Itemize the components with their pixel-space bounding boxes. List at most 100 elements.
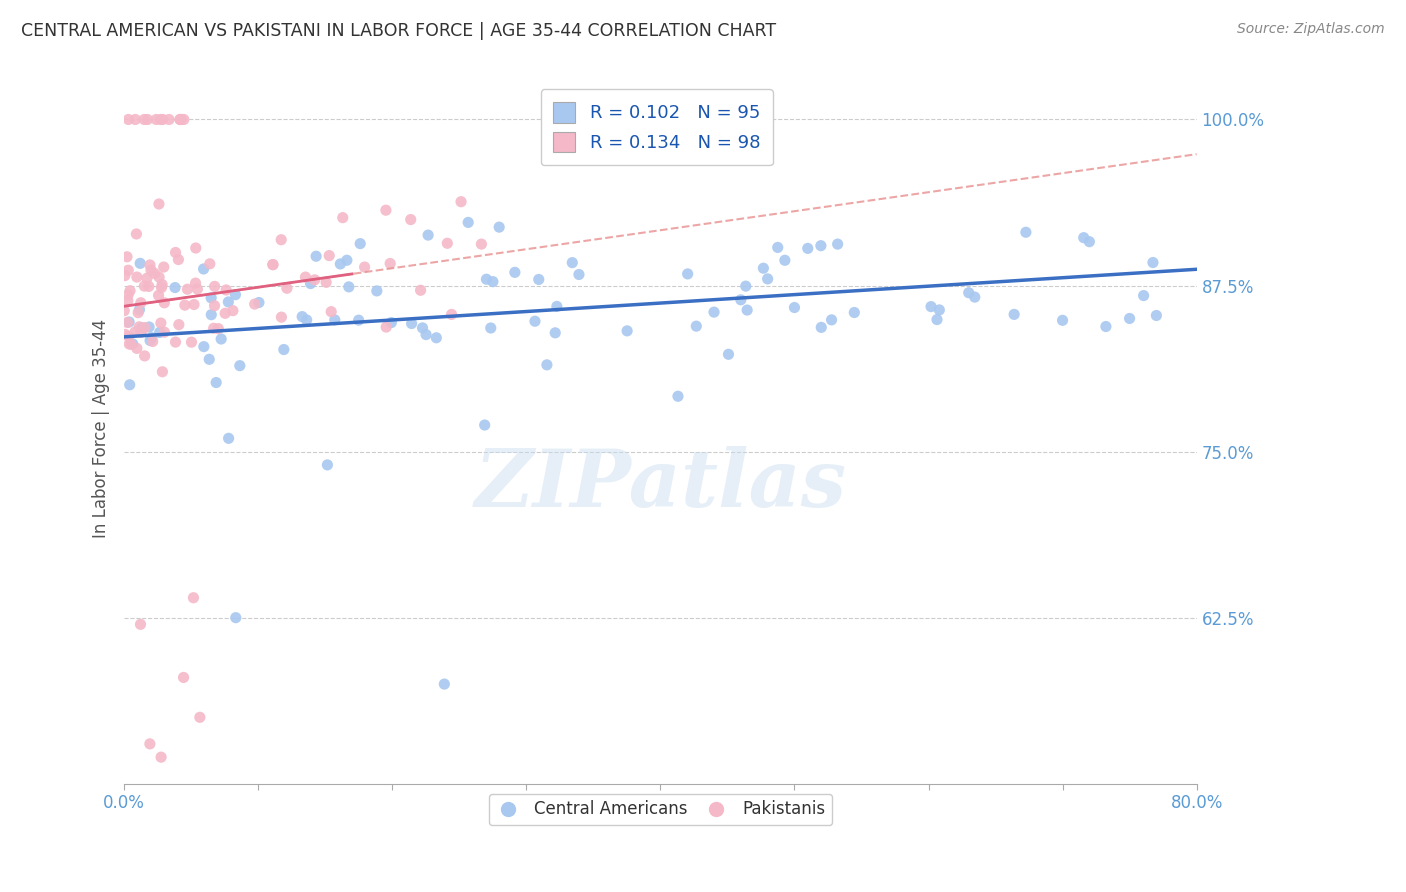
Point	[1052, 313, 1074, 327]
Point	[134, 112, 156, 127]
Point	[186, 282, 208, 296]
Point	[827, 237, 849, 252]
Point	[734, 279, 756, 293]
Text: Source: ZipAtlas.com: Source: ZipAtlas.com	[1237, 22, 1385, 37]
Point	[209, 332, 232, 346]
Point	[730, 293, 752, 307]
Point	[353, 260, 375, 274]
Point	[188, 710, 211, 724]
Point	[157, 112, 180, 127]
Point	[703, 305, 725, 319]
Point	[436, 236, 458, 251]
Point	[315, 275, 337, 289]
Point	[117, 263, 139, 277]
Point	[152, 112, 174, 127]
Point	[735, 303, 758, 318]
Point	[173, 670, 195, 684]
Point	[148, 270, 170, 285]
Point	[229, 359, 252, 373]
Point	[204, 279, 226, 293]
Point	[470, 237, 492, 252]
Point	[243, 297, 266, 311]
Point	[1073, 230, 1095, 244]
Point	[409, 283, 432, 297]
Point	[214, 306, 236, 320]
Point	[114, 327, 136, 342]
Point	[176, 282, 198, 296]
Point	[810, 320, 832, 334]
Point	[170, 112, 193, 127]
Point	[756, 272, 779, 286]
Point	[568, 268, 591, 282]
Point	[536, 358, 558, 372]
Point	[1002, 307, 1025, 321]
Point	[139, 737, 162, 751]
Point	[148, 197, 170, 211]
Point	[117, 316, 139, 330]
Point	[366, 284, 388, 298]
Point	[295, 313, 318, 327]
Point	[1132, 288, 1154, 302]
Point	[115, 250, 138, 264]
Point	[247, 295, 270, 310]
Point	[127, 306, 149, 320]
Point	[222, 303, 245, 318]
Point	[773, 253, 796, 268]
Point	[766, 240, 789, 254]
Y-axis label: In Labor Force | Age 35-44: In Labor Force | Age 35-44	[93, 318, 110, 538]
Point	[128, 302, 150, 317]
Point	[134, 320, 156, 334]
Point	[169, 112, 191, 127]
Point	[1095, 319, 1118, 334]
Point	[118, 377, 141, 392]
Point	[215, 283, 238, 297]
Point	[112, 303, 135, 318]
Point	[380, 316, 402, 330]
Point	[347, 313, 370, 327]
Point	[318, 249, 340, 263]
Point	[118, 284, 141, 298]
Point	[150, 280, 173, 294]
Point	[474, 417, 496, 432]
Point	[150, 277, 173, 292]
Point	[136, 271, 159, 285]
Point	[200, 308, 222, 322]
Point	[128, 319, 150, 334]
Point	[217, 295, 239, 310]
Point	[173, 112, 195, 127]
Point	[152, 365, 174, 379]
Point	[118, 337, 141, 351]
Point	[170, 112, 193, 127]
Point	[425, 331, 447, 345]
Point	[124, 325, 146, 339]
Point	[134, 279, 156, 293]
Point	[129, 295, 152, 310]
Point	[415, 327, 437, 342]
Point	[139, 334, 162, 348]
Point	[475, 272, 498, 286]
Point	[1142, 255, 1164, 269]
Point	[1144, 309, 1167, 323]
Point	[200, 291, 222, 305]
Point	[374, 203, 396, 218]
Point	[139, 258, 162, 272]
Point	[323, 313, 346, 327]
Point	[716, 112, 738, 127]
Point	[336, 253, 359, 268]
Point	[183, 591, 205, 605]
Text: CENTRAL AMERICAN VS PAKISTANI IN LABOR FORCE | AGE 35-44 CORRELATION CHART: CENTRAL AMERICAN VS PAKISTANI IN LABOR F…	[21, 22, 776, 40]
Point	[184, 241, 207, 255]
Point	[125, 270, 148, 285]
Text: ZIPatlas: ZIPatlas	[474, 447, 846, 524]
Point	[523, 314, 546, 328]
Point	[482, 275, 505, 289]
Point	[262, 258, 284, 272]
Point	[963, 290, 986, 304]
Point	[337, 280, 360, 294]
Point	[752, 261, 775, 276]
Point	[125, 342, 148, 356]
Point	[117, 288, 139, 302]
Point	[1078, 235, 1101, 249]
Point	[797, 241, 820, 255]
Point	[207, 321, 229, 335]
